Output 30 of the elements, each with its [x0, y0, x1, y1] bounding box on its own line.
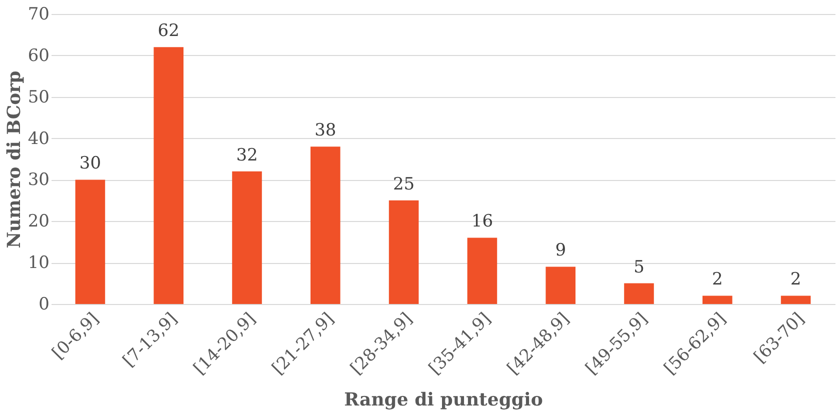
bar — [467, 238, 498, 304]
data-label: 5 — [634, 257, 644, 278]
bar — [154, 47, 184, 304]
bar — [232, 171, 262, 304]
data-label: 25 — [392, 174, 415, 194]
bar — [310, 146, 340, 304]
data-label: 2 — [790, 270, 802, 290]
y-axis-title: Numero di BCorp — [4, 70, 25, 248]
y-tick-label: 40 — [28, 128, 50, 149]
bar — [75, 180, 106, 304]
x-axis-title: Range di punteggio — [344, 389, 543, 410]
data-label: 30 — [79, 154, 102, 174]
y-tick-label: 0 — [38, 294, 50, 314]
data-label: 2 — [712, 270, 723, 290]
y-tick-label: 20 — [28, 212, 50, 232]
bar — [624, 283, 654, 304]
data-label: 16 — [471, 212, 494, 232]
bar — [546, 266, 576, 304]
data-label: 62 — [158, 21, 180, 42]
y-tick-label: 10 — [28, 253, 50, 274]
data-label: 9 — [555, 240, 566, 261]
y-tick-label: 50 — [28, 87, 50, 108]
bar — [388, 200, 419, 304]
bar — [780, 296, 811, 304]
y-tick-label: 60 — [28, 46, 50, 66]
y-tick-label: 70 — [28, 4, 50, 24]
y-tick-label: 30 — [28, 170, 50, 190]
bar — [702, 296, 732, 304]
data-label: 38 — [314, 120, 336, 141]
data-label: 32 — [236, 145, 258, 166]
